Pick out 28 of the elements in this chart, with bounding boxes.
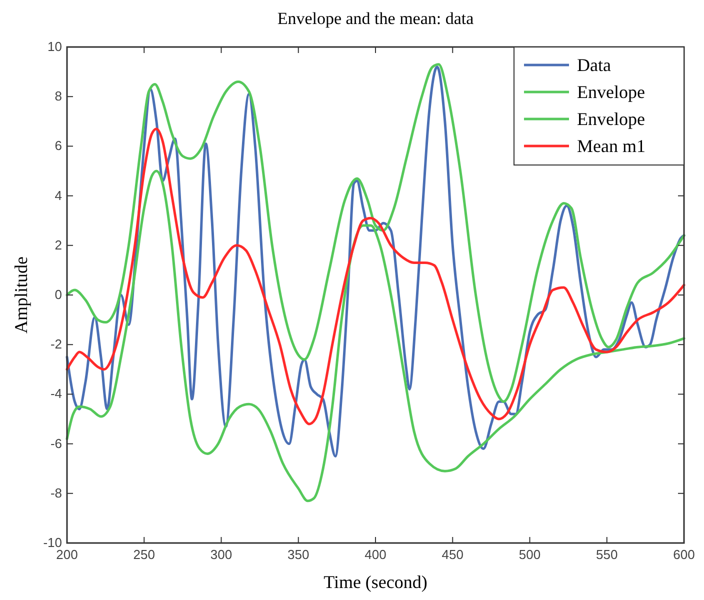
- legend-label: Mean m1: [577, 136, 646, 156]
- y-tick-label: -4: [50, 386, 62, 402]
- legend-label: Envelope: [577, 109, 645, 129]
- x-tick-label: 400: [364, 547, 386, 562]
- y-tick-label: 10: [48, 39, 62, 54]
- y-tick-label: -6: [50, 436, 62, 451]
- x-tick-label: 450: [442, 547, 464, 562]
- x-tick-label: 250: [133, 547, 155, 562]
- y-tick-label: 8: [54, 88, 62, 104]
- y-tick-label: 0: [54, 287, 62, 302]
- x-axis-title: Time (second): [324, 572, 428, 592]
- x-tick-label: 200: [56, 547, 78, 562]
- chart-title: Envelope and the mean: data: [277, 9, 474, 28]
- x-tick-label: 350: [288, 547, 310, 562]
- y-tick-label: -10: [43, 535, 62, 550]
- legend-label: Envelope: [577, 82, 645, 102]
- x-tick-label: 300: [210, 547, 232, 562]
- y-tick-label: 2: [54, 237, 62, 252]
- x-tick-label: 600: [673, 547, 695, 562]
- y-tick-label: 6: [54, 138, 62, 154]
- x-tick-label: 550: [596, 547, 618, 562]
- y-tick-label: -8: [50, 485, 62, 500]
- y-tick-label: -2: [50, 336, 62, 352]
- line-series: [66, 128, 686, 426]
- y-tick-label: 4: [54, 188, 62, 203]
- y-axis-title: Amplitude: [11, 256, 31, 334]
- legend-label: Data: [577, 55, 611, 75]
- x-tick-label: 500: [518, 547, 541, 562]
